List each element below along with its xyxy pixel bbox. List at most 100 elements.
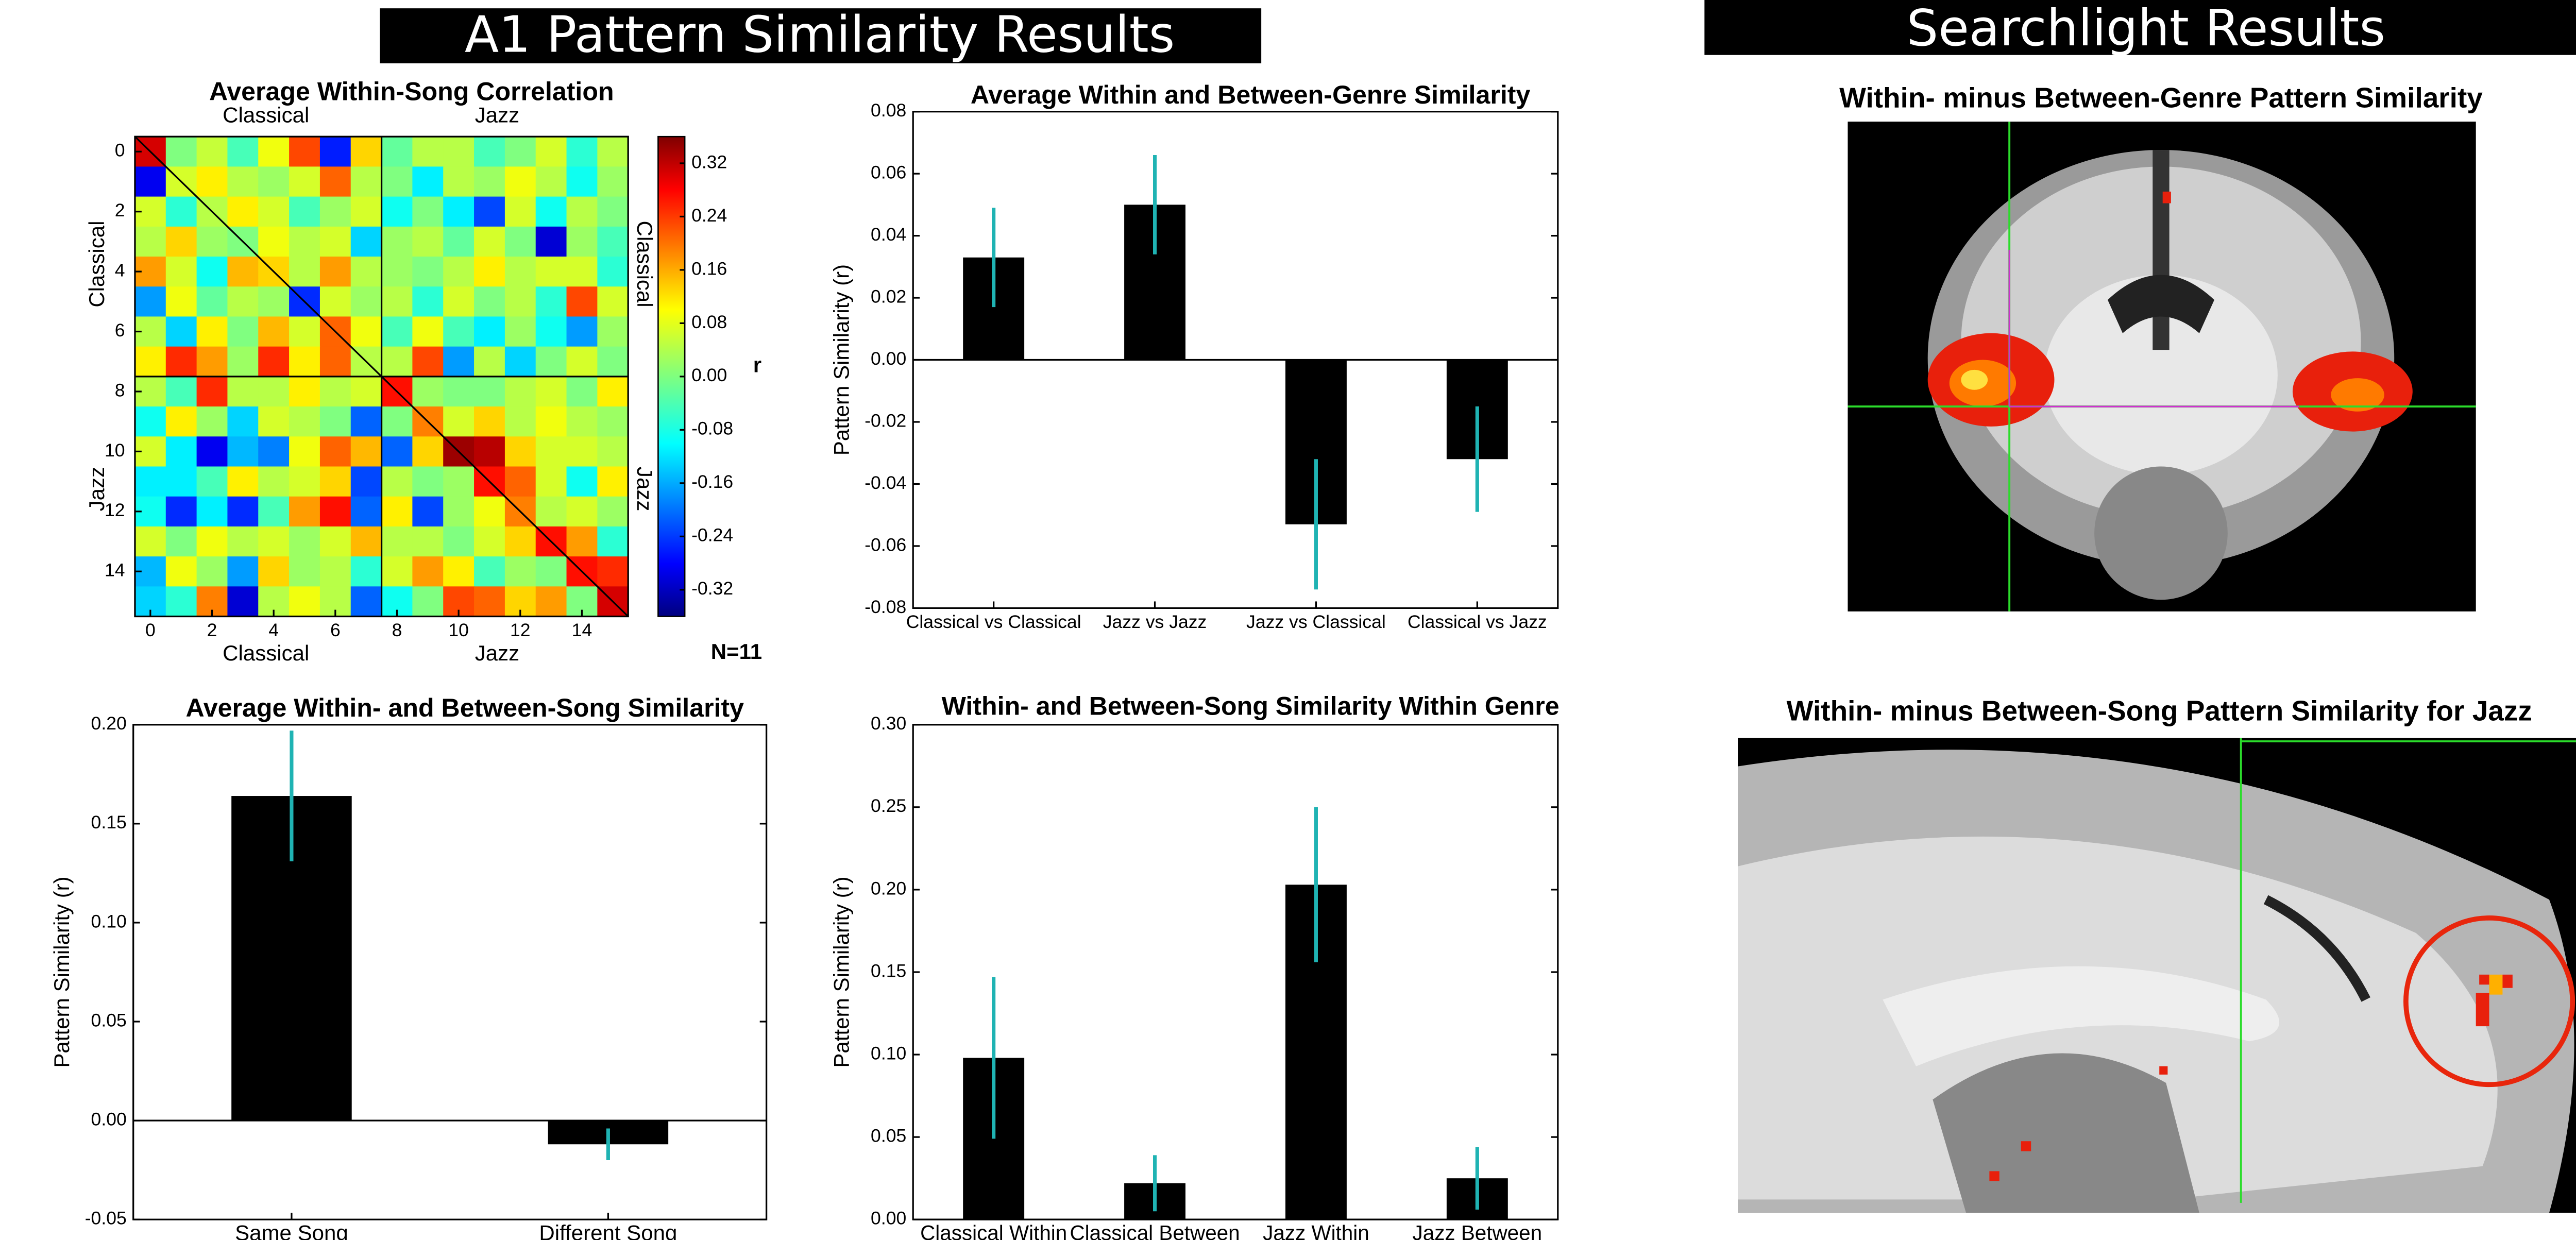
x-tick-label: Different Song	[539, 1220, 677, 1240]
group-label: Classical	[84, 220, 109, 307]
heatmap-cell	[166, 526, 197, 557]
y-tick-label: 0.25	[871, 795, 906, 816]
y-tick-label: 0.00	[91, 1109, 127, 1130]
group-label: Classical	[223, 103, 309, 127]
heatmap-cell	[597, 137, 629, 167]
heatmap-cell	[227, 286, 259, 317]
heatmap-cell	[443, 316, 474, 347]
heatmap-cell	[227, 166, 259, 197]
heatmap-cell	[166, 586, 197, 617]
y-tick-label: 14	[105, 560, 125, 581]
heatmap-cell	[258, 197, 290, 227]
heatmap-cell	[474, 497, 505, 527]
heatmap-cell	[536, 556, 567, 587]
heatmap-cell	[412, 316, 444, 347]
heatmap-cell	[505, 197, 536, 227]
heatmap-cell	[536, 497, 567, 527]
heatmap-cell	[258, 526, 290, 557]
y-tick-label: -0.08	[865, 597, 906, 617]
x-tick-label: 8	[392, 620, 402, 640]
colorbar-tick-label: -0.24	[691, 525, 733, 546]
heatmap-cell	[289, 377, 320, 407]
heatmap-cell	[382, 166, 413, 197]
group-label: Jazz	[475, 641, 519, 665]
heatmap-cell	[135, 286, 166, 317]
heatmap-cell	[166, 466, 197, 497]
heatmap-cell	[536, 197, 567, 227]
y-tick-label: -0.06	[865, 534, 906, 555]
x-tick-label: Same Song	[235, 1220, 348, 1240]
heatmap-cell	[258, 166, 290, 197]
y-tick-label: 6	[115, 320, 125, 341]
heatmap-cell	[536, 257, 567, 287]
y-tick-label: 0.30	[871, 713, 906, 734]
x-tick-label: 10	[448, 620, 469, 640]
heatmap-cell	[197, 526, 228, 557]
heatmap-cell	[505, 377, 536, 407]
heatmap-cell	[567, 436, 598, 467]
x-tick-label: Jazz vs Jazz	[1103, 611, 1207, 632]
panel-title: Within- minus Between-Genre Pattern Simi…	[1839, 82, 2483, 114]
heatmap-cell	[351, 137, 382, 167]
heatmap-cell	[166, 556, 197, 587]
heatmap-cell	[289, 227, 320, 257]
heatmap-cell	[597, 286, 629, 317]
heatmap-cell	[197, 406, 228, 437]
heatmap-cell	[351, 227, 382, 257]
heatmap-cell	[443, 347, 474, 377]
heatmap-cell	[135, 526, 166, 557]
x-tick-label: 14	[572, 620, 592, 640]
colorbar-tick-label: 0.32	[691, 151, 727, 172]
x-tick-label: Classical vs Jazz	[1408, 611, 1547, 632]
heatmap-cell	[135, 406, 166, 437]
heatmap-cell	[320, 166, 351, 197]
heatmap-cell	[505, 466, 536, 497]
y-tick-label: 0.10	[91, 911, 127, 931]
heatmap-cell	[474, 197, 505, 227]
heatmap-cell	[412, 497, 444, 527]
heatmap-cell	[412, 586, 444, 617]
heatmap-cell	[289, 257, 320, 287]
heatmap-cell	[505, 436, 536, 467]
heatmap-cell	[351, 377, 382, 407]
heatmap-cell	[474, 347, 505, 377]
heatmap-cell	[227, 377, 259, 407]
heatmap-cell	[443, 406, 474, 437]
heatmap-cell	[289, 526, 320, 557]
heatmap-cell	[289, 436, 320, 467]
heatmap-cell	[412, 227, 444, 257]
y-tick-label: 0.00	[871, 1208, 906, 1229]
heatmap-cell	[166, 137, 197, 167]
heatmap-cell	[443, 556, 474, 587]
heatmap-cell	[197, 257, 228, 287]
heatmap-cell	[227, 406, 259, 437]
heatmap-cell	[320, 526, 351, 557]
y-tick-label: 0.05	[871, 1126, 906, 1146]
heatmap-cell	[536, 436, 567, 467]
heatmap-cell	[197, 137, 228, 167]
heatmap-cell	[443, 227, 474, 257]
x-tick-label: Jazz Within	[1263, 1221, 1369, 1240]
heatmap-cell	[289, 406, 320, 437]
heatmap-cell	[320, 497, 351, 527]
brain-image	[1848, 122, 2476, 611]
heatmap-cell	[351, 586, 382, 617]
heatmap-cell	[351, 257, 382, 287]
heatmap-cell	[197, 347, 228, 377]
heatmap-cell	[197, 377, 228, 407]
heatmap-cell	[166, 286, 197, 317]
heatmap-cell	[474, 586, 505, 617]
group-label: Jazz	[84, 467, 109, 511]
heatmap-cell	[382, 286, 413, 317]
heatmap-cell	[412, 197, 444, 227]
heatmap-cell	[382, 316, 413, 347]
y-tick-label: 0.06	[871, 162, 906, 183]
heatmap-cell	[320, 257, 351, 287]
colorbar-tick-label: 0.16	[691, 258, 727, 279]
heatmap-cell	[227, 466, 259, 497]
heatmap-cell	[258, 377, 290, 407]
heatmap-cell	[197, 316, 228, 347]
heatmap-cell	[351, 166, 382, 197]
heatmap-cell	[536, 137, 567, 167]
heatmap-cell	[227, 586, 259, 617]
